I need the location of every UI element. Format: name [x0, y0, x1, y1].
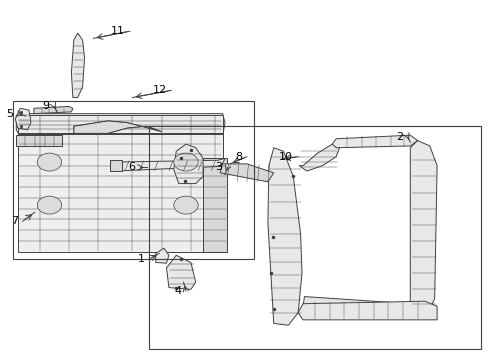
Polygon shape: [16, 135, 61, 146]
Text: 9: 9: [42, 102, 49, 112]
Circle shape: [173, 153, 198, 171]
Polygon shape: [298, 301, 436, 320]
Circle shape: [173, 196, 198, 214]
Polygon shape: [173, 144, 203, 184]
Polygon shape: [267, 148, 302, 325]
Text: 11: 11: [111, 26, 125, 36]
Polygon shape: [331, 135, 417, 148]
Polygon shape: [74, 121, 161, 134]
Polygon shape: [220, 164, 273, 182]
Polygon shape: [299, 144, 339, 171]
Polygon shape: [110, 160, 122, 171]
Polygon shape: [203, 158, 227, 252]
Circle shape: [37, 153, 61, 171]
Text: 4: 4: [174, 286, 181, 296]
Polygon shape: [18, 134, 222, 252]
Circle shape: [37, 196, 61, 214]
Polygon shape: [34, 107, 73, 114]
Polygon shape: [409, 140, 436, 316]
Text: 3: 3: [215, 162, 222, 172]
Polygon shape: [18, 116, 222, 134]
Text: 7: 7: [11, 216, 18, 226]
Bar: [13, 101, 254, 259]
Polygon shape: [16, 114, 224, 137]
Polygon shape: [166, 255, 195, 289]
Polygon shape: [303, 297, 409, 316]
Polygon shape: [15, 108, 31, 130]
Text: 2: 2: [395, 132, 402, 142]
Text: 6: 6: [127, 162, 135, 172]
Polygon shape: [71, 33, 84, 98]
Text: 8: 8: [234, 152, 242, 162]
Polygon shape: [110, 158, 224, 171]
Text: 12: 12: [152, 85, 166, 95]
Bar: [149, 126, 480, 348]
Text: 5: 5: [6, 109, 13, 119]
Text: 1: 1: [137, 254, 144, 264]
Text: 10: 10: [279, 152, 293, 162]
Polygon shape: [156, 248, 168, 263]
